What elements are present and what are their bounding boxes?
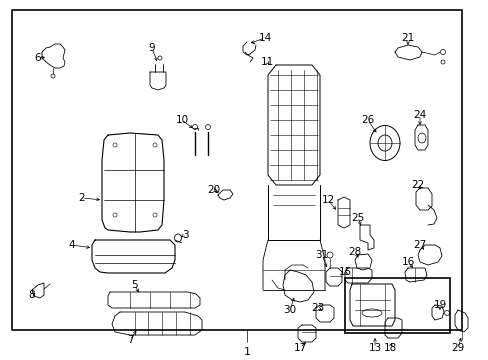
Text: 4: 4: [68, 240, 75, 250]
Text: 7: 7: [126, 335, 133, 345]
Text: 11: 11: [260, 57, 273, 67]
Text: 31: 31: [315, 250, 328, 260]
Text: 28: 28: [347, 247, 361, 257]
Text: 14: 14: [258, 33, 271, 43]
Text: 17: 17: [293, 343, 306, 353]
Text: 23: 23: [311, 303, 324, 313]
Text: 1: 1: [243, 347, 250, 357]
Text: 15: 15: [338, 267, 351, 277]
Text: 24: 24: [412, 110, 426, 120]
Text: 5: 5: [131, 280, 138, 290]
Bar: [12, 10, 461, 330]
Text: 9: 9: [148, 43, 155, 53]
Text: 18: 18: [383, 343, 396, 353]
Text: 13: 13: [367, 343, 381, 353]
Text: 21: 21: [401, 33, 414, 43]
Text: 10: 10: [175, 115, 188, 125]
Text: 12: 12: [321, 195, 334, 205]
Text: 26: 26: [361, 115, 374, 125]
Text: 25: 25: [351, 213, 364, 223]
Text: 19: 19: [432, 300, 446, 310]
Text: 22: 22: [410, 180, 424, 190]
Text: 20: 20: [207, 185, 220, 195]
Text: 16: 16: [401, 257, 414, 267]
Text: 2: 2: [79, 193, 85, 203]
Text: 27: 27: [412, 240, 426, 250]
Bar: [345, 278, 449, 333]
Text: 6: 6: [35, 53, 41, 63]
Text: 29: 29: [450, 343, 464, 353]
Text: 30: 30: [283, 305, 296, 315]
Text: 3: 3: [182, 230, 188, 240]
Text: 8: 8: [29, 290, 35, 300]
